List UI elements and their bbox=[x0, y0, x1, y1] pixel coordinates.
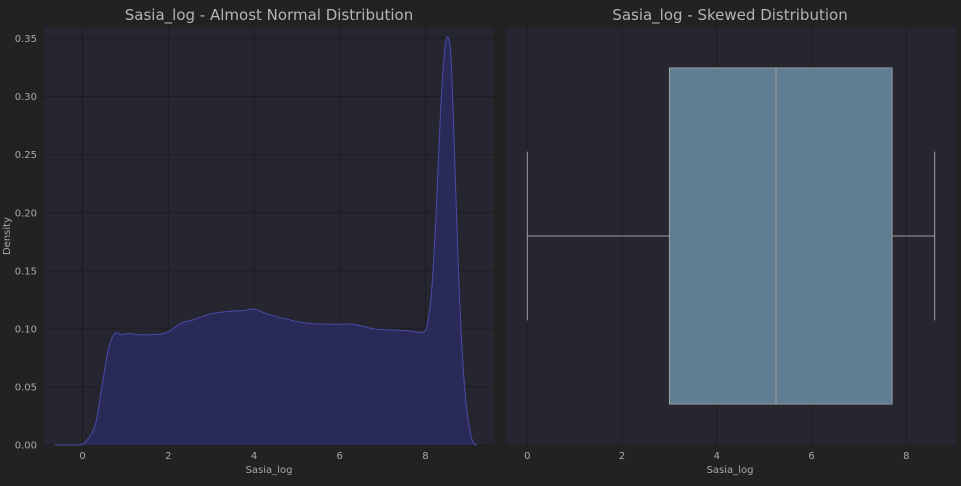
box-x-tick-label: 2 bbox=[619, 451, 625, 462]
kde-x-axis-label: Sasia_log bbox=[246, 465, 293, 476]
kde-y-ticks: 0.00 0.05 0.10 0.15 0.20 0.25 0.30 0.35 bbox=[15, 34, 37, 451]
box-x-ticks: 0 2 4 6 8 bbox=[524, 451, 909, 462]
box-x-tick-label: 4 bbox=[714, 451, 720, 462]
kde-y-tick-label: 0.15 bbox=[15, 266, 37, 277]
kde-grid bbox=[44, 27, 494, 446]
box-chart-title: Sasia_log - Skewed Distribution bbox=[612, 6, 847, 25]
kde-density-area bbox=[54, 36, 477, 445]
kde-x-tick-label: 4 bbox=[251, 451, 257, 462]
kde-x-tick-label: 0 bbox=[79, 451, 85, 462]
kde-y-tick-label: 0.20 bbox=[15, 208, 37, 219]
kde-y-tick-label: 0.05 bbox=[15, 382, 37, 393]
kde-y-tick-label: 0.00 bbox=[15, 441, 37, 452]
kde-density-line bbox=[54, 36, 478, 446]
kde-chart: 0 2 4 6 8 0.00 0.05 0.10 0.15 0.20 0.25 0.30 0.35 S… bbox=[2, 6, 494, 476]
box-iqr bbox=[668, 67, 893, 405]
box-x-tick-label: 0 bbox=[524, 451, 530, 462]
kde-chart-title: Sasia_log - Almost Normal Distribution bbox=[125, 6, 413, 25]
kde-x-tick-label: 8 bbox=[422, 451, 428, 462]
box-x-tick-label: 6 bbox=[808, 451, 814, 462]
box-chart: 0 2 4 6 8 Sasia_log - Skewed Distribution Sa… bbox=[506, 6, 956, 476]
kde-x-tick-label: 6 bbox=[337, 451, 343, 462]
box-x-axis-label: Sasia_log bbox=[707, 465, 754, 476]
kde-y-tick-label: 0.25 bbox=[15, 150, 37, 161]
kde-y-axis-label: Density bbox=[2, 217, 13, 255]
kde-x-ticks: 0 2 4 6 8 bbox=[79, 451, 428, 462]
kde-x-tick-label: 2 bbox=[165, 451, 171, 462]
kde-y-tick-label: 0.35 bbox=[15, 34, 37, 45]
kde-y-tick-label: 0.30 bbox=[15, 92, 37, 103]
kde-y-tick-label: 0.10 bbox=[15, 324, 37, 335]
box-x-tick-label: 8 bbox=[903, 451, 909, 462]
